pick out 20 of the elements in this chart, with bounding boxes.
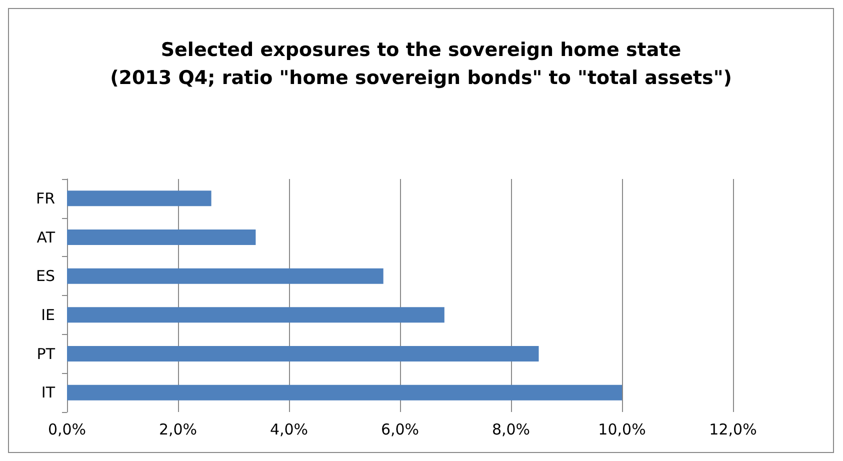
bar [67, 384, 622, 400]
bar [67, 268, 384, 284]
bar [67, 190, 212, 206]
bar [67, 307, 444, 323]
y-tick-label: ES [36, 267, 55, 286]
y-tick-label: AT [36, 228, 56, 246]
x-tick-label: 4,0% [270, 420, 308, 438]
x-tick-label: 2,0% [158, 420, 198, 438]
chart-title: Selected exposures to the sovereign home state (2013 Q4; ratio "home sovereign bonds" to "total assets") [110, 39, 732, 89]
x-tick-label: 8,0% [492, 420, 530, 438]
x-tick-label: 0,0% [48, 420, 86, 438]
bar [67, 346, 539, 362]
x-tick-label: 6,0% [380, 420, 420, 438]
y-tick-label: IE [41, 306, 55, 324]
bar [67, 229, 256, 246]
y-tick-label: FR [36, 189, 55, 208]
x-tick-label: 10,0% [598, 420, 646, 438]
y-tick-label: IT [41, 384, 56, 402]
y-tick-label: PT [36, 344, 56, 363]
x-tick-label: 12,0% [709, 420, 757, 438]
